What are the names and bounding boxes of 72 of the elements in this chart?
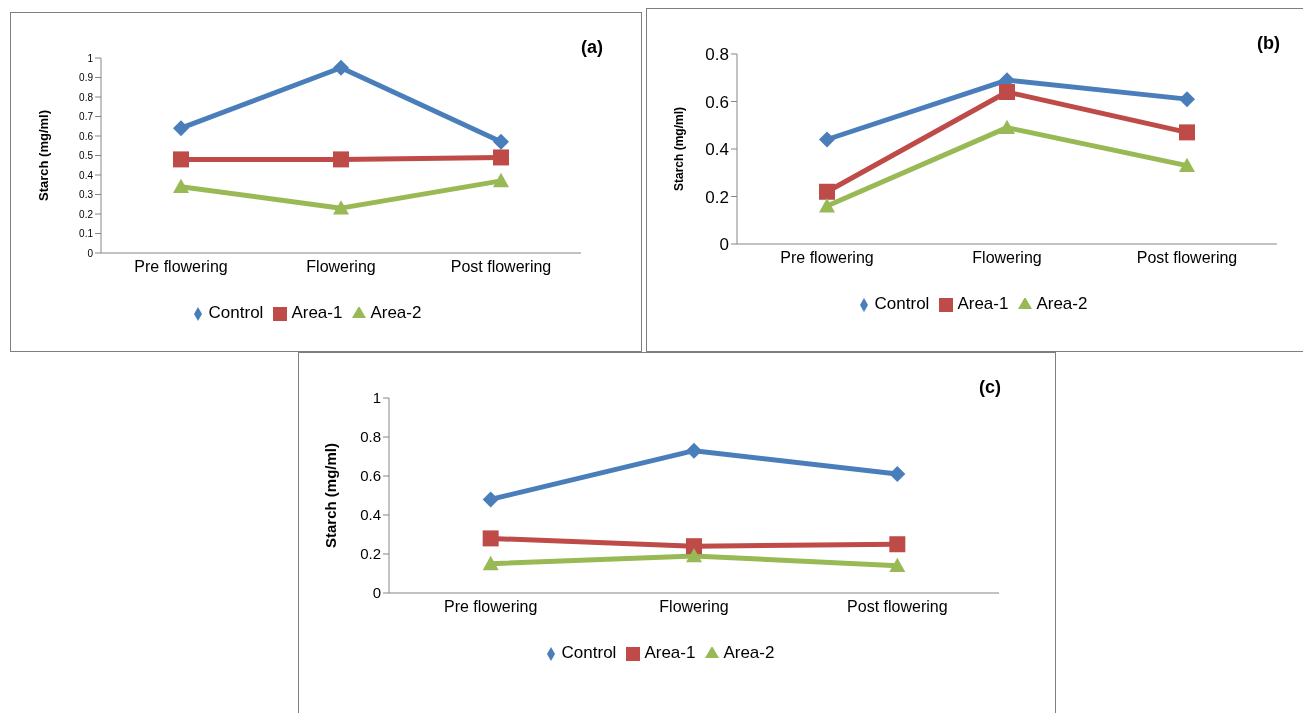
x-tick-label: Pre flowering — [443, 598, 538, 616]
point — [1179, 157, 1195, 173]
y-tick-label: 0.4 — [360, 506, 381, 524]
point — [999, 84, 1015, 100]
point — [686, 442, 702, 459]
chart-title: (b) — [1257, 33, 1280, 54]
y-tick-label: 0.5 — [79, 150, 94, 162]
legend-label: Area-2 — [1036, 294, 1088, 313]
x-tick-label: Post flowering — [847, 598, 948, 616]
point — [819, 183, 835, 200]
y-tick-label: 0.9 — [79, 72, 94, 84]
x-tick-label: Pre flowering — [780, 249, 874, 267]
point — [493, 149, 509, 166]
point — [333, 200, 349, 215]
point — [819, 198, 835, 213]
y-tick-label: 0 — [87, 247, 94, 259]
point — [819, 131, 835, 148]
y-axis-title: Starch (mg/ml) — [35, 109, 51, 202]
legend-label: Area-2 — [370, 303, 422, 322]
legend-label: Control — [208, 303, 264, 322]
y-tick-label: 0 — [719, 235, 729, 255]
point — [686, 538, 702, 555]
x-tick-label: Post flowering — [450, 258, 552, 276]
point — [333, 151, 349, 168]
point — [173, 178, 189, 194]
point — [173, 151, 189, 168]
chart-title: (c) — [979, 377, 1001, 398]
point — [482, 555, 499, 571]
point — [482, 530, 499, 547]
y-tick-label: 0.2 — [705, 187, 729, 207]
point — [686, 547, 702, 563]
y-axis-title: Starch (mg/ml) — [322, 442, 340, 549]
point — [1179, 91, 1195, 108]
point — [889, 466, 906, 483]
y-tick-label: 0.6 — [705, 92, 729, 112]
y-tick-label: 0 — [372, 584, 381, 602]
legend-label: Area-1 — [644, 643, 696, 662]
point — [889, 536, 906, 553]
y-tick-label: 1 — [87, 52, 94, 64]
point — [889, 557, 906, 573]
y-tick-label: 0.4 — [705, 140, 729, 160]
y-tick-label: 0.8 — [705, 45, 729, 65]
chart-title: (a) — [581, 37, 603, 58]
y-tick-label: 0.4 — [79, 169, 94, 181]
y-tick-label: 0.7 — [79, 111, 94, 123]
legend-label: Control — [874, 294, 930, 313]
point — [493, 133, 509, 150]
x-tick-label: Flowering — [659, 598, 729, 616]
point — [333, 59, 349, 76]
y-tick-label: 0.8 — [79, 91, 94, 103]
point — [1179, 124, 1195, 141]
legend-label: Control — [561, 643, 617, 662]
x-tick-label: Flowering — [972, 249, 1042, 267]
y-tick-label: 0.1 — [79, 228, 94, 240]
y-tick-label: 1 — [372, 389, 381, 407]
y-tick-label: 0.3 — [79, 189, 94, 201]
y-tick-label: 0.6 — [360, 467, 381, 485]
point — [999, 119, 1015, 135]
legend-label: Area-1 — [957, 294, 1009, 313]
x-tick-label: Pre flowering — [134, 258, 228, 276]
point — [173, 120, 189, 137]
legend-label: Area-1 — [291, 303, 343, 322]
y-tick-label: 0.2 — [79, 208, 94, 220]
y-tick-label: 0.6 — [79, 130, 94, 142]
y-axis-title: Starch (mg/ml) — [672, 106, 687, 192]
legend-label: Area-2 — [723, 643, 775, 662]
point — [482, 491, 499, 508]
y-tick-label: 0.8 — [360, 428, 381, 446]
x-tick-label: Flowering — [306, 258, 376, 276]
x-tick-label: Post flowering — [1136, 249, 1238, 267]
point — [493, 172, 509, 188]
y-tick-label: 0.2 — [360, 545, 381, 563]
